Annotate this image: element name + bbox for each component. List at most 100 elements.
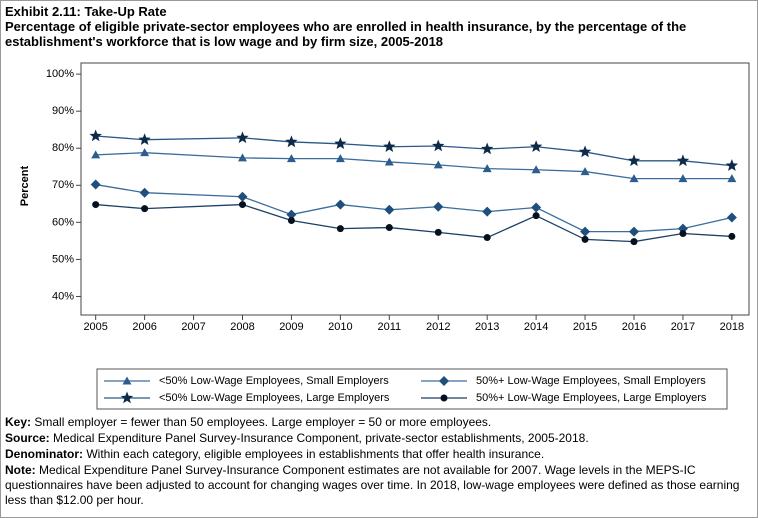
x-tick-label: 2016 (622, 321, 646, 333)
x-tick-label: 2014 (524, 321, 548, 333)
note-text: Medical Expenditure Panel Survey-Insuran… (53, 431, 589, 445)
marker (726, 212, 737, 223)
marker (335, 154, 345, 163)
marker (384, 204, 395, 215)
x-tick-label: 2011 (377, 321, 401, 333)
note-text: Small employer = fewer than 50 employees… (34, 415, 492, 429)
title: Exhibit 2.11: Take-Up Rate (5, 4, 167, 19)
marker (334, 137, 347, 150)
marker (92, 201, 100, 209)
note: Source: Medical Expenditure Panel Survey… (5, 431, 750, 446)
marker (287, 217, 295, 224)
marker (139, 187, 150, 198)
notes: Key: Small employer = fewer than 50 empl… (5, 415, 750, 509)
x-tick-label: 2010 (328, 321, 352, 333)
marker (138, 133, 151, 145)
x-tick-label: 2007 (181, 321, 205, 333)
marker (630, 238, 638, 246)
note: Key: Small employer = fewer than 50 empl… (5, 415, 750, 430)
legend-label: <50% Low-Wage Employees, Small Employers (159, 375, 389, 387)
marker (238, 201, 246, 209)
note-text: Medical Expenditure Panel Survey-Insuran… (5, 463, 740, 507)
marker (627, 154, 641, 167)
marker (141, 205, 149, 213)
marker (432, 139, 445, 152)
marker (725, 159, 739, 171)
marker (482, 206, 493, 217)
y-tick-label: 60% (52, 216, 74, 228)
legend-marker (439, 376, 449, 386)
note: Denominator: Within each category, eligi… (5, 447, 750, 462)
marker (383, 140, 396, 153)
marker (237, 153, 247, 162)
note-label: Denominator: (5, 447, 83, 461)
x-tick-label: 2008 (230, 321, 254, 333)
note-label: Note: (5, 463, 36, 477)
y-tick-label: 50% (52, 253, 74, 265)
marker (678, 174, 688, 183)
note-text: Within each category, eligible employees… (86, 447, 545, 461)
marker (529, 140, 543, 153)
y-tick-label: 40% (52, 290, 74, 302)
marker (285, 135, 298, 148)
marker (236, 131, 249, 144)
marker (384, 157, 394, 166)
marker (90, 179, 101, 190)
marker (580, 226, 591, 237)
y-tick-label: 80% (52, 142, 74, 154)
x-tick-label: 2015 (573, 321, 597, 333)
y-tick-label: 70% (52, 179, 74, 191)
legend-label: <50% Low-Wage Employees, Large Employers (159, 392, 390, 404)
marker (286, 209, 297, 220)
legend-box (96, 368, 728, 410)
x-tick-label: 2012 (426, 321, 450, 333)
series-line (95, 183, 733, 233)
chart: Percent 40% 50% 60% 70% 80% 90% 100% 2005 2006 20… (19, 62, 750, 410)
marker (531, 165, 541, 174)
legend-marker (120, 391, 134, 404)
marker (580, 167, 590, 176)
marker (286, 154, 296, 163)
marker (481, 142, 494, 155)
marker (433, 201, 444, 212)
legend-label: 50%+ Low-Wage Employees, Small Employers (476, 375, 706, 387)
legend-label: 50%+ Low-Wage Employees, Large Employers (476, 392, 707, 404)
marker (679, 229, 687, 237)
x-tick-label: 2009 (279, 321, 303, 333)
x-tick-label: 2013 (475, 321, 499, 333)
y-tick-label: 90% (52, 105, 74, 117)
marker (532, 212, 540, 220)
marker (336, 225, 344, 233)
marker (433, 160, 443, 169)
marker (578, 145, 592, 158)
marker (237, 191, 248, 202)
y-axis-label: Percent (19, 165, 31, 206)
marker (628, 226, 639, 237)
marker (629, 174, 639, 183)
marker (91, 150, 101, 159)
marker (385, 224, 393, 232)
note-label: Source: (5, 431, 50, 445)
marker (89, 129, 102, 142)
x-tick-label: 2006 (132, 321, 156, 333)
marker (676, 154, 690, 167)
marker (140, 148, 150, 157)
marker (727, 174, 737, 183)
legend-marker (440, 394, 448, 402)
marker (434, 228, 442, 236)
x-tick-label: 2018 (720, 321, 744, 333)
x-tick-label: 2017 (671, 321, 695, 333)
note-label: Key: (5, 415, 32, 429)
marker (531, 202, 542, 213)
x-tick-label: 2005 (83, 321, 107, 333)
marker (728, 232, 736, 240)
series-line (95, 203, 732, 243)
subtitle: Percentage of eligible private-sector em… (5, 19, 687, 49)
note: Note: Medical Expenditure Panel Survey-I… (5, 463, 750, 508)
marker (483, 234, 491, 242)
y-tick-label: 100% (46, 68, 74, 80)
plot-frame (80, 62, 750, 316)
marker (335, 199, 346, 210)
legend-marker (122, 376, 132, 385)
